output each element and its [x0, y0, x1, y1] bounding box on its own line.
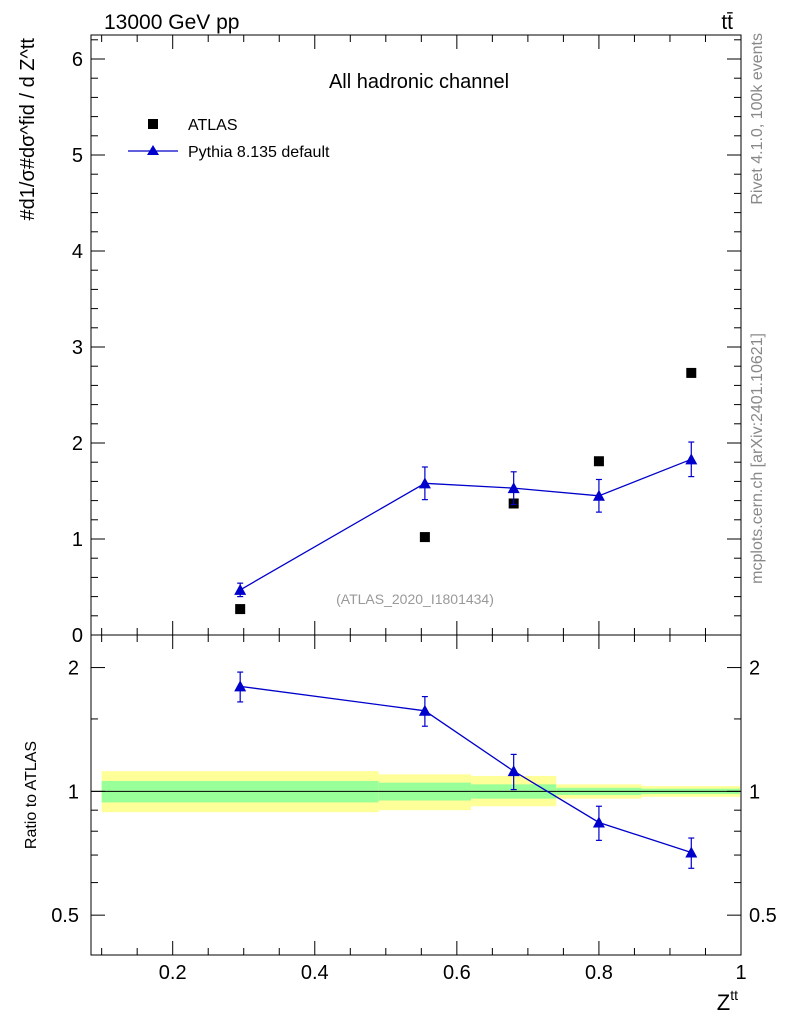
legend-pythia-label: Pythia 8.135 default	[188, 144, 330, 161]
rivet-label: Rivet 4.1.0, 100k events	[749, 33, 766, 205]
x-tick-labels: 0.2 0.4 0.6 0.8 1	[159, 962, 747, 984]
main-ytick-label: 5	[72, 145, 83, 167]
main-ytick-label: 4	[72, 241, 83, 263]
main-ytick-label: 2	[72, 433, 83, 455]
ratio-point	[418, 704, 431, 716]
energy-label: 13000 GeV pp	[104, 11, 239, 34]
legend: ATLAS Pythia 8.135 default	[128, 117, 330, 161]
pythia-point	[592, 489, 605, 501]
pythia-point	[234, 583, 247, 595]
ratio-ylabel: Ratio to ATLAS	[23, 741, 40, 849]
x-tick-label: 1	[735, 962, 746, 984]
x-axis-label: Ztt	[717, 987, 738, 1015]
ratio-point	[507, 765, 520, 777]
ratio-ytick-label-left: 2	[68, 658, 79, 680]
ratio-line	[240, 685, 692, 854]
process-label: tt̄	[721, 11, 733, 34]
x-tick-label: 0.4	[301, 962, 329, 984]
ratio-panel: 0.5 0.51 12 2 Ratio to ATLAS 0.2 0.4 0.6 0.8 1 …	[23, 634, 777, 1015]
main-data	[234, 367, 698, 615]
x-axis-label-main: Z	[717, 990, 730, 1015]
pythia-point	[507, 482, 520, 494]
ratio-ytick-label-right: 0.5	[749, 905, 777, 927]
pythia-point	[685, 453, 698, 465]
x-tick-label: 0.8	[585, 962, 613, 984]
ratio-point	[234, 680, 247, 692]
mcplots-label: mcplots.cern.ch [arXiv:2401.10621]	[749, 333, 766, 584]
main-panel: 0 1 2 3 4 5 6 All hadronic channel (ATLAS_2020…	[17, 34, 742, 647]
ratio-frame	[90, 634, 742, 956]
legend-pythia-marker	[147, 145, 159, 155]
atlas-point	[419, 532, 430, 543]
atlas-point	[235, 604, 246, 615]
pythia-point	[418, 477, 431, 489]
ratio-bands	[91, 771, 741, 813]
main-ytick-label: 6	[72, 49, 83, 71]
legend-atlas-label: ATLAS	[188, 117, 238, 134]
atlas-point	[593, 456, 604, 467]
main-watermark: (ATLAS_2020_I1801434)	[336, 591, 494, 607]
atlas-point	[686, 367, 697, 378]
x-tick-label: 0.2	[159, 962, 187, 984]
main-ytick-label: 1	[72, 529, 83, 551]
main-ticks: 0 1 2 3 4 5 6	[72, 35, 742, 647]
main-title: All hadronic channel	[329, 71, 509, 93]
main-ytick-label: 0	[72, 625, 83, 647]
ratio-point	[685, 846, 698, 858]
ratio-ytick-label-left: 1	[68, 781, 79, 803]
ratio-ytick-label-left: 0.5	[51, 905, 79, 927]
x-axis-label-sup: tt	[730, 987, 738, 1003]
x-tick-label: 0.6	[443, 962, 471, 984]
ratio-ytick-label-right: 1	[749, 781, 760, 803]
main-ytick-label: 3	[72, 337, 83, 359]
legend-atlas-marker	[148, 119, 158, 129]
pythia-line	[239, 458, 692, 591]
ratio-point	[592, 816, 605, 828]
ratio-ytick-label-right: 2	[749, 658, 760, 680]
ratio-data	[234, 671, 698, 869]
main-ylabel: #d1/σ#dσ^fid / d Z^tt	[17, 38, 39, 221]
